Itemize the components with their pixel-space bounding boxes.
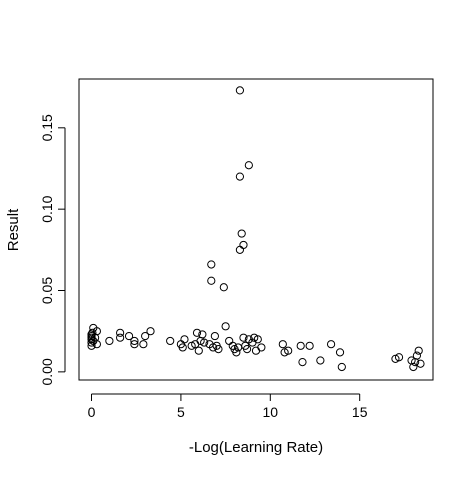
points-layer <box>87 86 425 372</box>
data-point <box>124 331 134 341</box>
y-tick-label: 0.15 <box>39 114 55 141</box>
data-point <box>296 341 305 350</box>
data-point <box>394 353 404 362</box>
data-point <box>105 336 114 346</box>
data-point <box>166 336 175 346</box>
data-point <box>337 362 346 372</box>
data-point <box>416 359 425 368</box>
data-point <box>200 338 209 347</box>
data-point <box>239 333 248 342</box>
data-point <box>298 358 307 367</box>
data-point <box>253 335 262 344</box>
data-point <box>87 341 96 350</box>
x-tick-label: 15 <box>352 404 368 420</box>
data-point <box>242 344 252 354</box>
y-tick-label: 0.05 <box>39 277 55 304</box>
data-point <box>139 340 148 349</box>
data-point <box>178 343 187 352</box>
plot-frame <box>78 78 434 381</box>
data-point <box>207 276 216 285</box>
data-point <box>244 161 253 170</box>
data-point <box>225 336 234 346</box>
data-point <box>130 340 139 349</box>
data-point <box>237 229 246 238</box>
data-point <box>180 335 189 344</box>
data-point <box>278 340 287 349</box>
data-point <box>305 341 314 350</box>
data-point <box>92 340 101 349</box>
data-point <box>116 328 125 337</box>
data-point <box>251 346 261 355</box>
data-point <box>130 336 139 346</box>
data-point <box>239 240 248 250</box>
data-point <box>412 351 422 360</box>
x-axis-title: -Log(Learning Rate) <box>189 439 323 456</box>
y-tick-label: 0.00 <box>39 358 55 385</box>
data-point <box>316 356 325 365</box>
data-point <box>214 344 223 354</box>
data-point <box>235 245 245 254</box>
y-axis: 0.00 0.05 0.10 0.15 <box>39 114 66 385</box>
data-point <box>232 348 241 357</box>
data-point <box>409 362 418 372</box>
data-point <box>198 330 207 339</box>
data-point <box>219 283 228 292</box>
data-point <box>326 340 336 349</box>
data-point <box>335 348 345 357</box>
data-point <box>235 172 245 181</box>
data-point <box>284 346 293 355</box>
y-tick-label: 0.10 <box>39 195 55 222</box>
data-point <box>92 327 101 336</box>
data-point <box>88 328 97 337</box>
x-tick-label: 5 <box>177 404 185 420</box>
data-point <box>257 343 266 352</box>
x-tick-label: 10 <box>263 404 279 420</box>
data-point <box>235 86 245 95</box>
data-point <box>116 333 125 342</box>
y-axis-title: Result <box>5 208 22 251</box>
data-point <box>414 346 423 355</box>
x-axis: 0 5 10 15 <box>88 393 368 420</box>
data-point <box>207 260 216 269</box>
data-point <box>146 327 155 336</box>
data-point <box>141 331 150 341</box>
x-tick-label: 0 <box>88 404 96 420</box>
data-point <box>221 322 230 331</box>
data-point <box>210 331 219 341</box>
data-point <box>192 328 202 337</box>
data-point <box>194 346 203 355</box>
